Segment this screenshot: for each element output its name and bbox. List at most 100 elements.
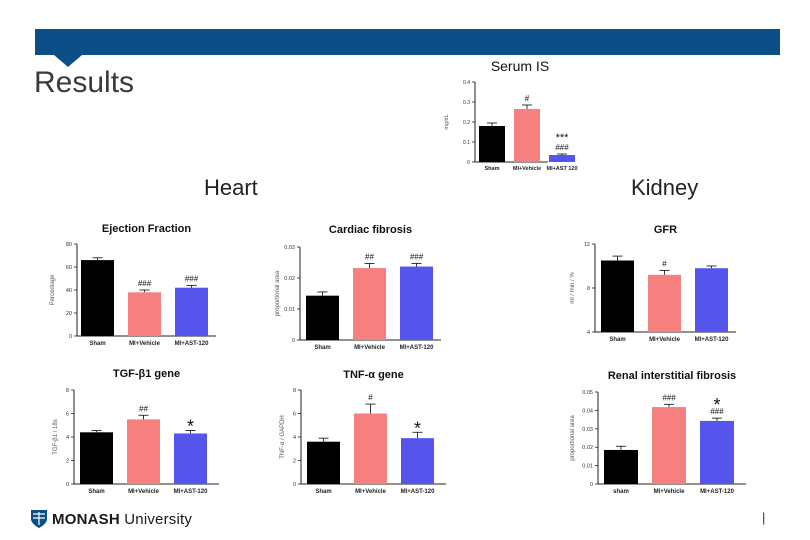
monash-logo: MONASH University <box>30 508 192 530</box>
bar-ast120 <box>400 266 433 340</box>
y-axis-label: proportional area <box>275 270 281 316</box>
monash-crest-icon <box>31 510 47 528</box>
x-category-label: Sham <box>485 166 500 172</box>
y-tick-label: 0.1 <box>463 140 470 146</box>
bar-sham <box>479 126 505 162</box>
x-category-label: MI+Vehicle <box>129 341 161 347</box>
y-tick-label: 20 <box>66 311 72 317</box>
y-tick-label: 0.03 <box>284 245 295 251</box>
x-category-label: MI+AST-120 <box>700 489 735 495</box>
bar-sham <box>601 260 634 332</box>
header-banner <box>35 29 780 55</box>
bar-ast120 <box>174 433 207 484</box>
significance-hash: ### <box>138 279 152 288</box>
bar-vehicle <box>648 274 681 332</box>
chart-title: TNF-α gene <box>343 369 404 381</box>
y-tick-label: 0 <box>590 482 593 488</box>
y-tick-label: 8 <box>587 286 590 292</box>
y-tick-label: 0 <box>66 482 69 488</box>
x-category-label: MI+AST-120 <box>695 337 730 343</box>
x-category-label: MI+AST 120 <box>546 166 577 172</box>
y-tick-label: 80 <box>66 242 72 248</box>
y-axis-label: proportional area <box>570 415 576 461</box>
y-tick-label: 0.4 <box>463 80 470 86</box>
chart-title: Cardiac fibrosis <box>329 224 412 236</box>
bar-sham <box>80 432 113 484</box>
bar-ast120 <box>549 155 575 162</box>
chart-title: Ejection Fraction <box>102 223 192 235</box>
y-tick-label: 0.01 <box>582 464 593 470</box>
x-category-label: MI+Vehicle <box>649 337 681 343</box>
significance-hash: # <box>662 259 667 268</box>
y-axis-label: mg/dL <box>444 114 450 129</box>
chart-title: Renal interstitial fibrosis <box>608 370 736 382</box>
y-tick-label: 0.01 <box>284 307 295 313</box>
y-tick-label: 0.02 <box>582 445 593 451</box>
bar-vehicle <box>514 109 540 162</box>
chart-ejection-fraction: Ejection Fraction 0 20 40 60 80 Percentage Sham… <box>50 223 216 347</box>
section-heart-label: Heart <box>204 175 258 200</box>
y-tick-label: 0 <box>293 482 296 488</box>
bar-ast120 <box>401 438 434 484</box>
significance-hash: ### <box>662 393 676 402</box>
y-tick-label: 0.05 <box>582 390 593 396</box>
logo-text-bold: MONASH <box>52 510 120 528</box>
x-category-label: MI+Vehicle <box>354 345 386 351</box>
page-title: Results <box>34 66 135 99</box>
chart-cardiac-fibrosis: Cardiac fibrosis 0 0.01 0.02 0.03 proportiona… <box>275 224 441 351</box>
y-tick-label: 0.02 <box>284 276 295 282</box>
chart-renal-interstitial-fibrosis: Renal interstitial fibrosis 0 0.01 0.02 0.03… <box>570 370 746 495</box>
x-category-label: MI+AST-120 <box>400 345 435 351</box>
chart-tgf-beta1-gene: TGF-β1 gene 0 2 4 6 8 TGF-β1 / 18s Sham MI+Vehic… <box>53 368 219 495</box>
significance-hash: ## <box>365 252 374 261</box>
bar-vehicle <box>652 407 686 484</box>
y-tick-label: 0 <box>69 334 72 340</box>
chart-title: TGF-β1 gene <box>113 368 180 380</box>
x-category-label: sham <box>613 489 629 495</box>
bar-vehicle <box>128 292 161 336</box>
page-marker: | <box>762 510 766 525</box>
y-tick-label: 6 <box>293 412 296 418</box>
bar-vehicle <box>127 419 160 484</box>
y-tick-label: 2 <box>66 459 69 465</box>
significance-star: * <box>187 417 194 437</box>
bar-sham <box>81 260 114 336</box>
significance-hash: ### <box>410 252 424 261</box>
bar-vehicle <box>354 413 387 484</box>
significance-hash: ### <box>555 143 569 152</box>
x-category-label: MI+Vehicle <box>355 489 387 495</box>
x-category-label: MI+Vehicle <box>513 166 541 172</box>
x-category-label: Sham <box>88 489 104 495</box>
y-tick-label: 40 <box>66 288 72 294</box>
x-category-label: Sham <box>315 489 331 495</box>
logo-text-light: University <box>119 510 193 528</box>
significance-star: *** <box>556 132 570 144</box>
chart-tnf-alpha-gene: TNF-α gene 0 2 4 6 8 TNF-α / GAPDH Sham MI+Vehic… <box>280 369 446 495</box>
significance-hash: # <box>368 393 373 402</box>
bar-sham <box>307 441 340 484</box>
y-tick-label: 8 <box>66 388 69 394</box>
significance-star: * <box>713 395 720 415</box>
y-tick-label: 2 <box>293 459 296 465</box>
x-category-label: Sham <box>609 337 625 343</box>
y-tick-label: 0.04 <box>582 408 593 414</box>
chart-title: Serum IS <box>491 58 549 74</box>
x-category-label: MI+AST-120 <box>175 341 210 347</box>
bar-ast120 <box>175 287 208 336</box>
significance-hash: ### <box>710 407 724 416</box>
significance-hash: # <box>525 94 530 103</box>
significance-hash: ## <box>139 404 148 413</box>
y-tick-label: 0.3 <box>463 100 470 106</box>
chart-gfr: GFR 4 8 12 ml / min / % Sham MI+Vehicle # MI+AST… <box>570 224 736 343</box>
significance-hash: ### <box>185 274 199 283</box>
x-category-label: MI+Vehicle <box>128 489 160 495</box>
y-tick-label: 12 <box>584 242 590 248</box>
significance-star: * <box>414 418 421 438</box>
bar-ast120 <box>695 268 728 332</box>
y-tick-label: 0.2 <box>463 120 470 126</box>
x-category-label: Sham <box>89 341 105 347</box>
y-tick-label: 4 <box>587 330 590 336</box>
y-axis-label: Percentage <box>50 274 56 305</box>
x-category-label: MI+Vehicle <box>654 489 686 495</box>
y-tick-label: 60 <box>66 265 72 271</box>
